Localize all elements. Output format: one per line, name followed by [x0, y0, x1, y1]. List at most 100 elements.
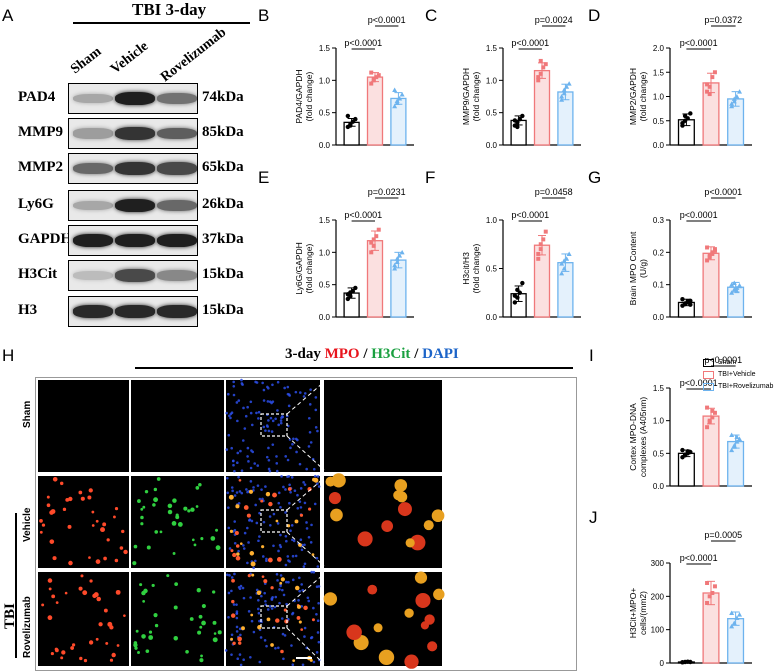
if-signal [91, 510, 95, 514]
legend-item: TBI+Vehicle [703, 369, 773, 381]
y-axis-label-line: cells/(mm2) [638, 591, 648, 635]
y-tick-label: 200 [651, 592, 665, 601]
dapi-nucleus [310, 523, 313, 527]
dapi-nucleus [285, 580, 288, 584]
dapi-nucleus [243, 427, 247, 430]
blot-title-underline [73, 22, 250, 24]
if-signal [331, 473, 346, 488]
dapi-nucleus [263, 639, 267, 642]
if-signal [88, 488, 93, 493]
data-point [688, 302, 693, 307]
if-signal [151, 583, 155, 588]
data-point [536, 256, 541, 261]
if-signal [133, 642, 138, 648]
if-signal [373, 623, 383, 633]
dapi-nucleus [237, 549, 240, 553]
dapi-nucleus [258, 511, 261, 515]
dapi-nucleus [298, 589, 301, 593]
blot-band [73, 93, 113, 104]
if-signal [175, 515, 180, 520]
data-point [680, 297, 685, 302]
blot-size-label: 65kDa [202, 159, 244, 175]
dapi-nucleus [264, 429, 267, 432]
if-signal [196, 588, 201, 593]
if-signal [346, 624, 362, 641]
y-axis-label: MMP9/GAPDH(fold change) [461, 68, 481, 125]
dapi-nucleus [240, 491, 244, 495]
dapi-nucleus [242, 596, 246, 600]
data-point [729, 103, 735, 109]
dapi-nucleus [279, 419, 283, 422]
if-signal [93, 592, 99, 598]
blot-protein-label: PAD4 [18, 89, 56, 105]
if-signal [287, 487, 292, 491]
dapi-nucleus [235, 625, 239, 629]
data-point [559, 261, 565, 266]
if-signal [261, 545, 265, 549]
dapi-nucleus [267, 419, 270, 422]
tbi-bracket-line [15, 513, 17, 658]
dapi-nucleus [307, 599, 311, 603]
data-point [561, 87, 567, 93]
dapi-nucleus [302, 565, 306, 568]
if-signal [283, 608, 287, 612]
data-point [705, 405, 710, 410]
blot-band [115, 161, 155, 176]
panel-label-g: G [588, 168, 602, 187]
if-signal [167, 509, 173, 515]
dapi-nucleus [250, 619, 254, 623]
if-signal [357, 531, 373, 547]
blot-band [115, 198, 155, 213]
dapi-nucleus [230, 486, 234, 489]
if-signal [251, 573, 255, 577]
dapi-nucleus [231, 489, 234, 493]
if-signal [197, 630, 202, 635]
if-signal [266, 617, 271, 622]
dapi-nucleus [257, 410, 261, 414]
data-point [705, 581, 710, 585]
y-tick-label: 1.0 [319, 76, 331, 85]
dapi-nucleus [255, 588, 259, 592]
if-signal [145, 649, 150, 653]
dapi-nucleus [245, 488, 248, 491]
dapi-nucleus [284, 455, 288, 458]
if-signal [230, 613, 236, 618]
data-point [734, 285, 740, 290]
if-signal [311, 618, 315, 622]
dapi-nucleus [225, 448, 229, 451]
if-signal [241, 626, 245, 631]
blot-band [73, 200, 113, 211]
dapi-nucleus [312, 467, 316, 471]
dapi-nucleus [297, 599, 300, 602]
dapi-nucleus [252, 566, 255, 570]
if-signal [173, 635, 179, 641]
if-signal [173, 605, 178, 610]
if-image-background [38, 380, 129, 472]
data-point [685, 299, 690, 304]
dapi-nucleus [265, 455, 269, 459]
dapi-nucleus [247, 460, 250, 463]
if-signal [215, 545, 221, 551]
blot-protein-label: H3Cit [18, 266, 58, 282]
y-tick-label: 1.5 [486, 44, 498, 53]
legend-swatch [703, 383, 714, 391]
legend-label: TBI+Vehicle [718, 371, 756, 378]
if-signal [193, 543, 197, 547]
if-signal [153, 487, 158, 492]
if-signal [70, 646, 75, 650]
dapi-nucleus [308, 430, 312, 434]
dapi-nucleus [246, 526, 249, 530]
data-point [707, 594, 712, 599]
panel-label-a: A [2, 6, 14, 25]
dapi-nucleus [239, 584, 243, 588]
if-signal [137, 499, 141, 503]
dapi-nucleus [277, 423, 280, 427]
panel-label-b: B [258, 6, 270, 25]
legend-item: Sham [703, 357, 773, 369]
dapi-nucleus [274, 595, 278, 599]
dapi-nucleus [267, 467, 271, 471]
data-point [369, 250, 374, 255]
dapi-nucleus [224, 649, 228, 652]
roi-box [260, 413, 288, 437]
if-signal [148, 630, 153, 634]
